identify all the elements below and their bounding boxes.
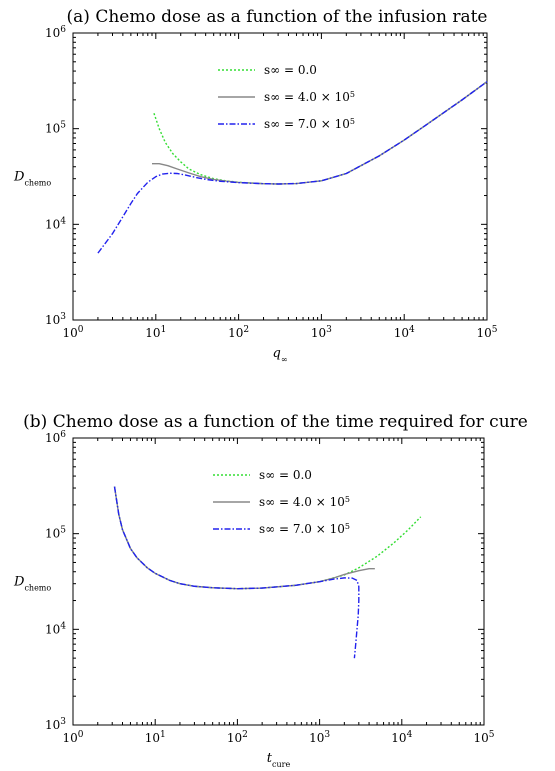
x-axis-label: q∞ — [273, 346, 288, 364]
y-axis-label: Dchemo — [13, 170, 51, 188]
x-tick-label: 100 — [62, 730, 83, 745]
x-tick-label: 101 — [145, 730, 166, 745]
y-tick-label: 104 — [45, 621, 66, 636]
x-tick-label: 102 — [227, 730, 248, 745]
plot-frame — [72, 32, 488, 321]
y-tick-label: 105 — [45, 526, 66, 541]
y-tick-label: 103 — [45, 312, 66, 327]
x-tick-label: 103 — [311, 325, 332, 340]
x-axis-label: tcure — [267, 751, 291, 769]
x-tick-label: 101 — [145, 325, 166, 340]
legend-label-1: s∞ = 0.0 — [259, 468, 312, 482]
y-tick-label: 104 — [45, 216, 66, 231]
legend-label-3: s∞ = 7.0 × 105 — [259, 522, 350, 537]
chart-panel-a: (a) Chemo dose as a function of the infu… — [13, 7, 498, 364]
y-tick-label: 103 — [45, 717, 66, 732]
x-tick-label: 104 — [391, 730, 412, 745]
series-line-3 — [97, 81, 488, 254]
legend-label-2: s∞ = 4.0 × 105 — [264, 90, 355, 105]
series-line-3 — [113, 486, 360, 659]
x-tick-label: 100 — [62, 325, 83, 340]
legend-label-2: s∞ = 4.0 × 105 — [259, 495, 350, 510]
y-axis-label: Dchemo — [13, 575, 51, 593]
legend-label-3: s∞ = 7.0 × 105 — [264, 117, 355, 132]
y-tick-label: 105 — [45, 121, 66, 136]
chart-title: (b) Chemo dose as a function of the time… — [23, 412, 528, 432]
chart-panel-b: (b) Chemo dose as a function of the time… — [13, 412, 528, 769]
y-tick-label: 106 — [45, 430, 66, 445]
y-tick-label: 106 — [45, 25, 66, 40]
chart-title: (a) Chemo dose as a function of the infu… — [67, 7, 488, 27]
legend-label-1: s∞ = 0.0 — [264, 63, 317, 77]
x-tick-label: 103 — [309, 730, 330, 745]
x-tick-label: 105 — [476, 325, 497, 340]
x-tick-label: 102 — [228, 325, 249, 340]
x-tick-label: 104 — [394, 325, 415, 340]
plot-frame — [72, 437, 485, 726]
x-tick-label: 105 — [473, 730, 494, 745]
